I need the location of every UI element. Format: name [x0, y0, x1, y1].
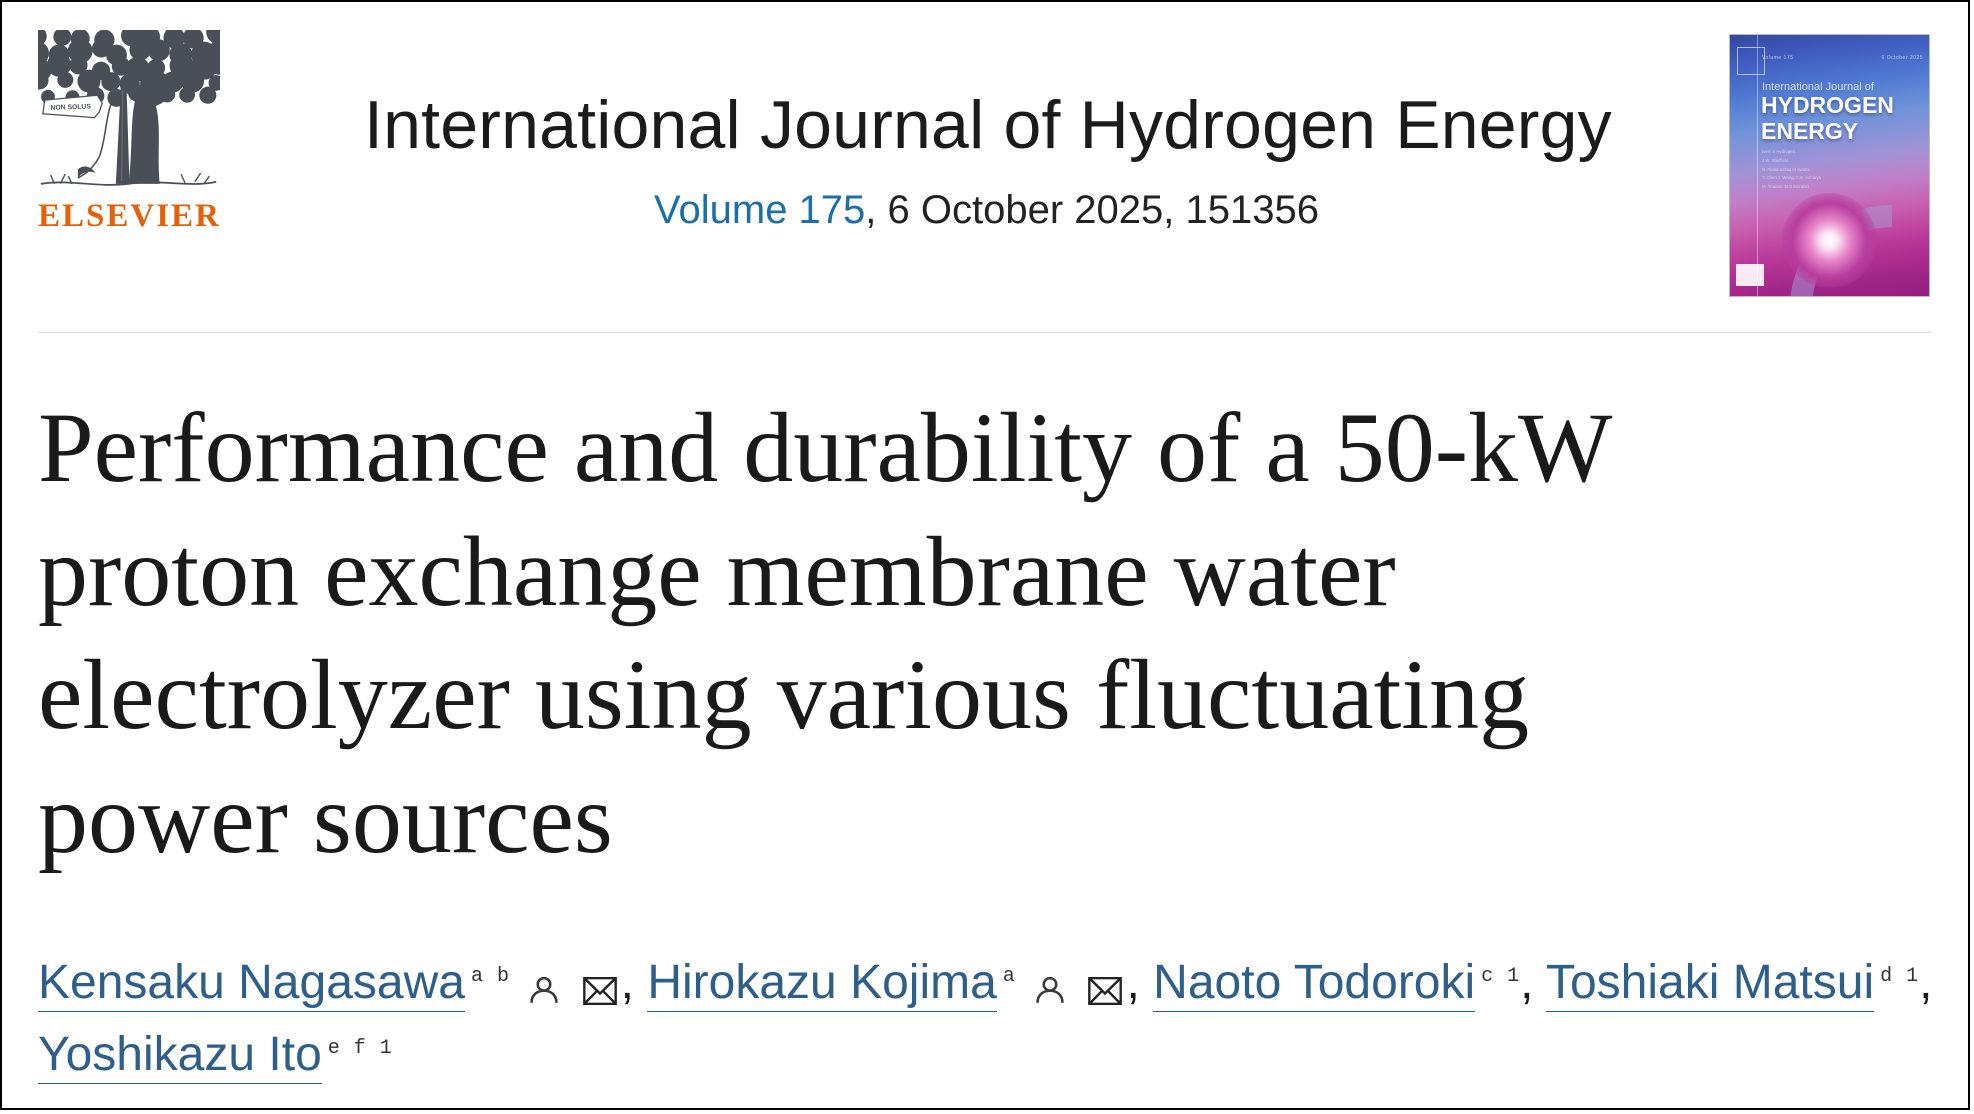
svg-text:NON SOLUS: NON SOLUS: [50, 103, 91, 111]
